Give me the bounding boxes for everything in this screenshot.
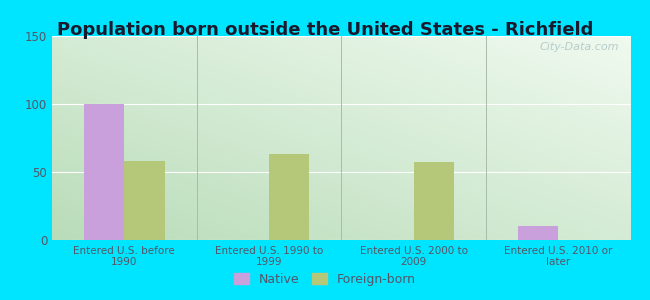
Legend: Native, Foreign-born: Native, Foreign-born [229, 268, 421, 291]
Bar [517, 226, 558, 240]
Bar [269, 154, 309, 240]
Text: City-Data.com: City-Data.com [540, 42, 619, 52]
Bar [124, 161, 165, 240]
Bar [84, 104, 124, 240]
Text: Population born outside the United States - Richfield: Population born outside the United State… [57, 21, 593, 39]
Bar [413, 163, 454, 240]
